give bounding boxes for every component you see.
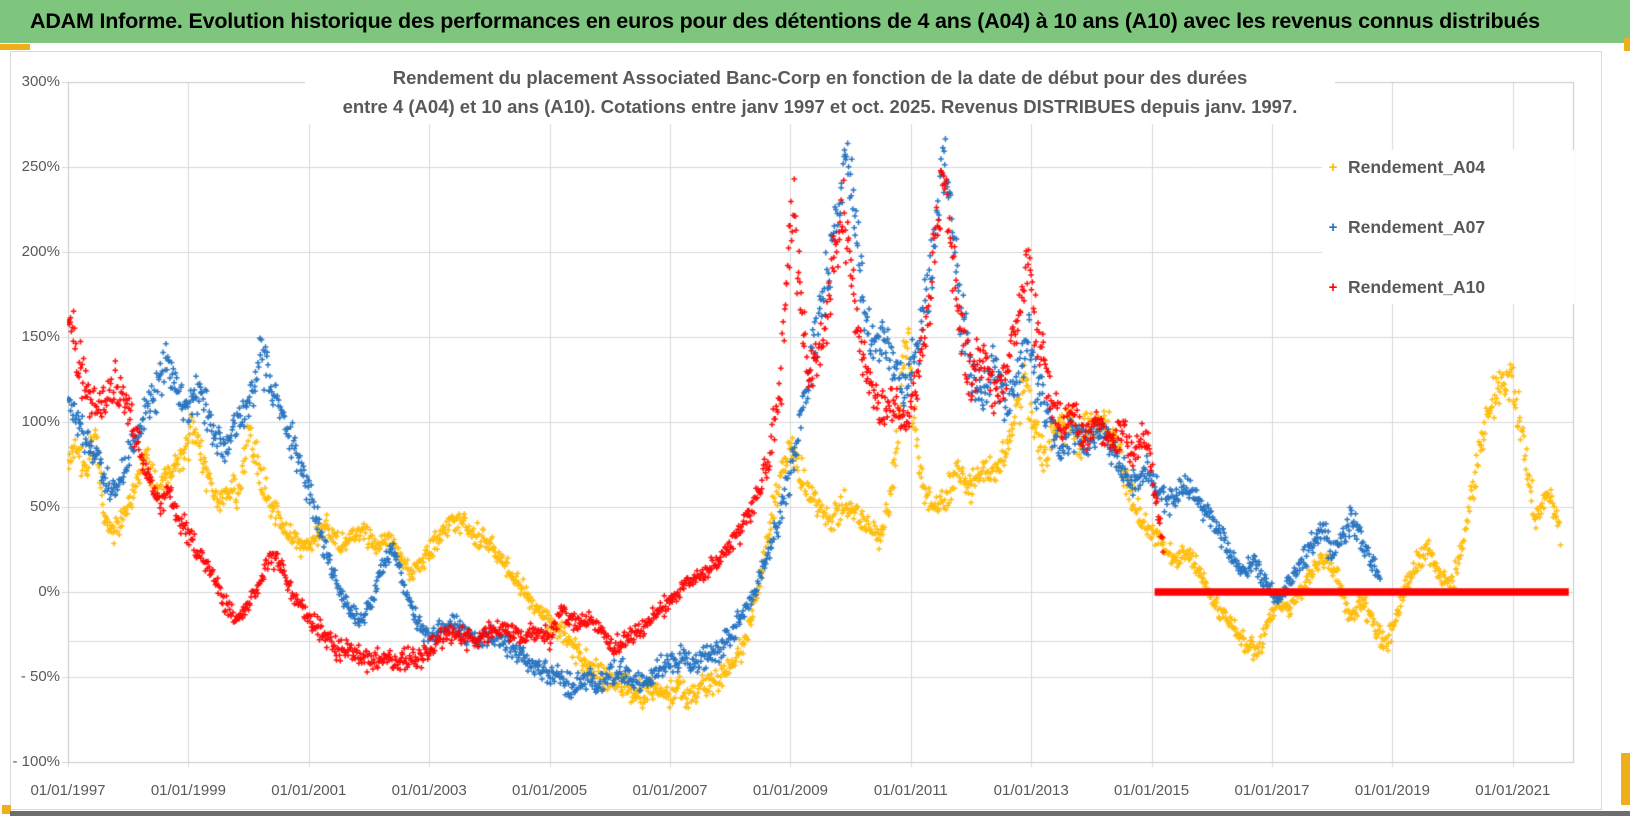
y-tick-label: 0% (38, 583, 60, 600)
legend-entry-rendement_a04[interactable]: + Rendement_A04 (1322, 154, 1574, 180)
header-bar: ADAM Informe. Evolution historique des p… (0, 0, 1630, 43)
plus-marker-icon: + (1328, 278, 1338, 296)
y-tick-label: 300% (21, 73, 60, 90)
x-tick-label: 01/01/2005 (512, 782, 588, 799)
plus-marker-icon: + (1328, 158, 1338, 176)
x-tick-label: 01/01/2017 (1234, 782, 1310, 799)
y-tick-label: - 100% (12, 753, 60, 770)
x-tick-label: 01/01/2019 (1354, 782, 1430, 799)
y-tick-label: 250% (21, 158, 60, 175)
x-tick-label: 01/01/2021 (1475, 782, 1551, 799)
sheet-accent-top-left (0, 44, 30, 50)
x-tick-label: 01/01/2007 (632, 782, 708, 799)
chart-title-line-2: entre 4 (A04) et 10 ans (A10). Cotations… (342, 96, 1298, 117)
x-tick-label: 01/01/1999 (150, 782, 226, 799)
x-tick-label: 01/01/2001 (271, 782, 347, 799)
legend-label: Rendement_A10 (1348, 276, 1486, 297)
x-tick-label: 01/01/2011 (873, 782, 948, 799)
x-tick-label: 01/01/2015 (1114, 782, 1190, 799)
plus-marker-icon: + (1328, 218, 1338, 236)
legend-entry-rendement_a07[interactable]: + Rendement_A07 (1322, 214, 1574, 240)
x-tick-label: 01/01/1997 (30, 782, 106, 799)
legend-label: Rendement_A04 (1348, 156, 1486, 177)
x-tick-label: 01/01/2013 (993, 782, 1069, 799)
legend-entry-rendement_a10[interactable]: + Rendement_A10 (1322, 274, 1574, 300)
sheet-accent-bottom-left (2, 805, 11, 814)
chart-title: Rendement du placement Associated Banc-C… (305, 62, 1335, 124)
sheet-accent-top-right (1624, 38, 1630, 51)
x-tick-label: 01/01/2003 (391, 782, 467, 799)
y-tick-label: - 50% (20, 668, 60, 685)
chart-legend: + Rendement_A04 + Rendement_A07 + Rendement_A… (1322, 150, 1574, 304)
y-tick-label: 50% (29, 498, 60, 515)
bottom-edge-strip (10, 811, 1630, 816)
sheet-accent-right (1621, 753, 1630, 805)
x-tick-label: 01/01/2009 (752, 782, 828, 799)
y-tick-label: 150% (21, 328, 60, 345)
y-tick-label: 100% (21, 413, 60, 430)
chart-title-line-1: Rendement du placement Associated Banc-C… (392, 67, 1248, 88)
y-tick-label: 200% (21, 243, 60, 260)
page-title: ADAM Informe. Evolution historique des p… (30, 9, 1540, 33)
legend-label: Rendement_A07 (1348, 216, 1486, 237)
